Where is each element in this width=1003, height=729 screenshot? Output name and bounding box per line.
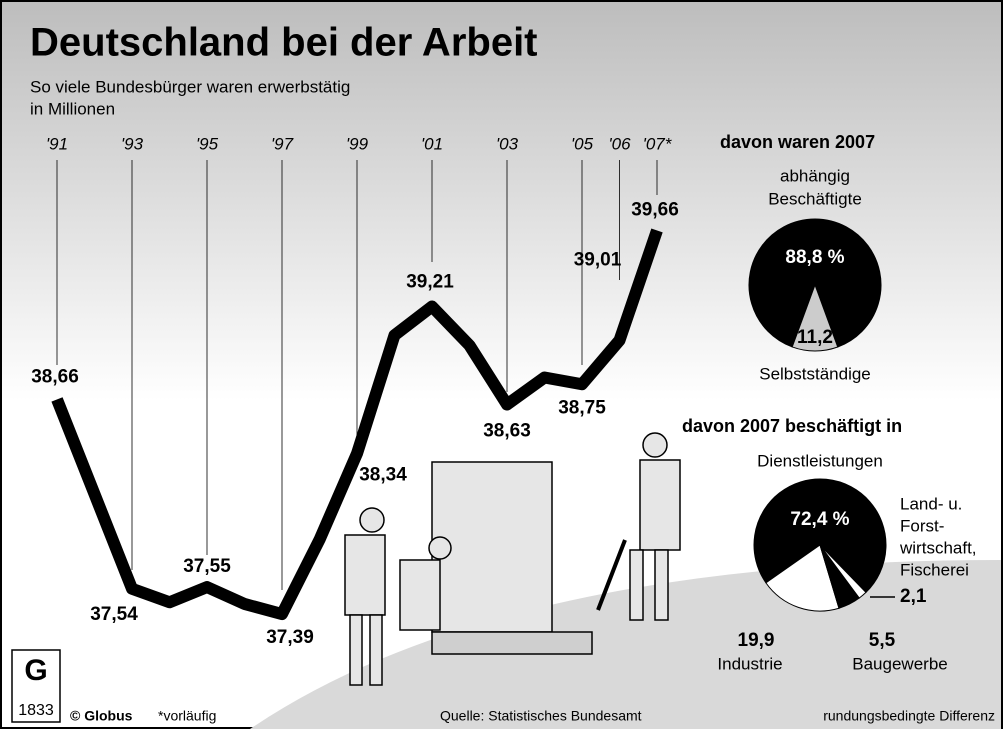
logo	[11, 649, 61, 723]
x-tick-label: '93	[121, 134, 144, 153]
note: *vorläufig	[158, 708, 216, 724]
pie-legend: Dienstleistungen	[757, 451, 883, 470]
logo-mark: G	[24, 654, 47, 687]
value-label: 5,5	[869, 630, 896, 651]
subtitle: in Millionen	[30, 99, 115, 118]
value-label: 37,39	[266, 627, 314, 648]
subtitle: So viele Bundesbürger waren erwerbstätig	[30, 77, 350, 96]
pie-slice	[753, 478, 887, 594]
value-label: 38,63	[483, 421, 531, 442]
x-tick-label: '07*	[643, 134, 673, 153]
value-label: 88,8 %	[785, 247, 844, 268]
value-label: 38,66	[31, 366, 79, 387]
pie-legend: Beschäftigte	[768, 189, 862, 208]
x-tick-label: '05	[571, 134, 594, 153]
copyright: © Globus	[70, 708, 133, 724]
value-label: 39,01	[574, 249, 622, 270]
pie-legend: abhängig	[780, 166, 850, 185]
pie-title: davon waren 2007	[720, 132, 875, 152]
x-tick-label: '99	[346, 134, 369, 153]
pie-legend: Fischerei	[900, 560, 969, 579]
pie-legend: Forst-	[900, 516, 944, 535]
x-tick-label: '01	[421, 134, 443, 153]
value-label: 37,54	[90, 604, 138, 625]
pie-slice	[765, 544, 840, 612]
illustration	[344, 432, 681, 686]
value-label: 39,21	[406, 272, 454, 293]
x-tick-label: '95	[196, 134, 219, 153]
pie-legend: Selbstständige	[759, 364, 871, 383]
source: Quelle: Statistisches Bundesamt	[440, 708, 642, 724]
x-tick-label: '06	[608, 134, 631, 153]
logo-year: 1833	[18, 702, 54, 719]
value-label: 39,66	[631, 199, 679, 220]
value-label: 72,4 %	[790, 509, 849, 530]
pie-legend: wirtschaft,	[899, 538, 977, 557]
pie-legend: Industrie	[717, 654, 782, 673]
value-label: 38,75	[558, 397, 606, 418]
pie-title: davon 2007 beschäftigt in	[682, 416, 902, 436]
value-label: 19,9	[738, 630, 775, 651]
title: Deutschland bei der Arbeit	[30, 21, 538, 65]
pie-slice	[791, 283, 839, 352]
pie-slice	[819, 544, 867, 599]
employment-line	[51, 228, 663, 621]
value-label: 2,1	[900, 586, 927, 607]
value-label: 11,2	[797, 327, 833, 348]
x-tick-label: '97	[271, 134, 294, 153]
value-label: 38,34	[359, 465, 407, 486]
value-label: 37,55	[183, 556, 231, 577]
pie-legend: Land- u.	[900, 494, 962, 513]
pie-slice	[748, 218, 882, 348]
pie-legend: Baugewerbe	[852, 654, 947, 673]
x-tick-label: '03	[496, 134, 519, 153]
remark: rundungsbedingte Differenz	[823, 708, 995, 724]
x-tick-label: '91	[46, 134, 68, 153]
